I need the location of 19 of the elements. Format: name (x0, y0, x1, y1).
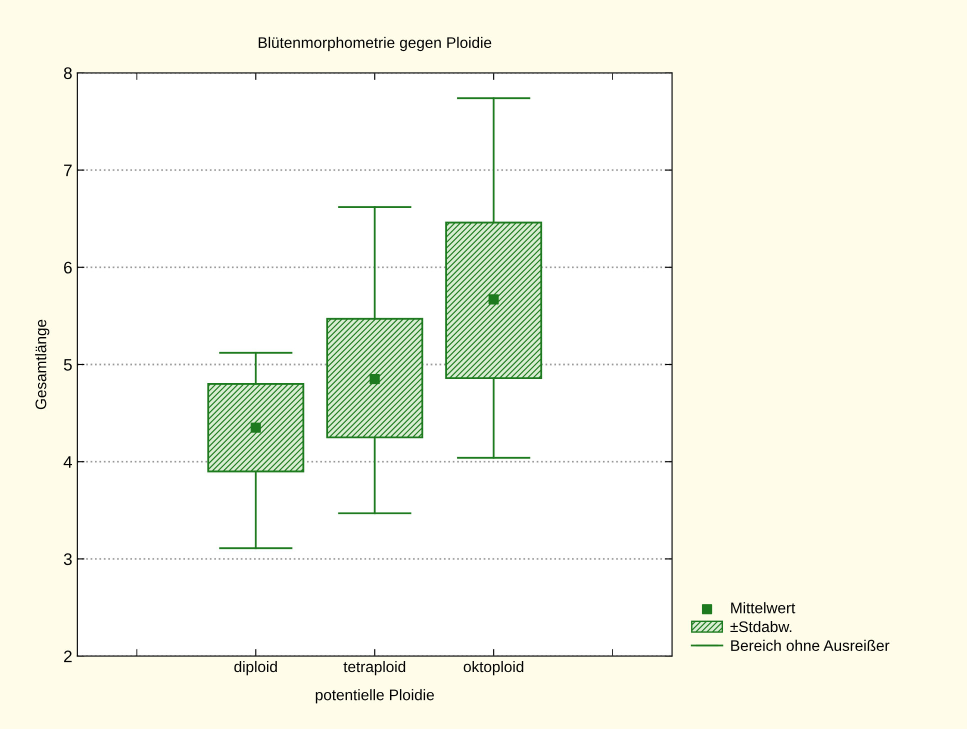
chart-title: Blütenmorphometrie gegen Ploidie (258, 36, 492, 52)
y-tick-label: 4 (64, 456, 72, 468)
legend-label: ±Stdabw. (730, 620, 792, 632)
legend-label: Mittelwert (731, 602, 796, 614)
text: Bereich ohne Ausreißer (731, 640, 890, 651)
y-tick-label: 5 (64, 359, 72, 371)
y-tick-label: 7 (64, 164, 72, 176)
point (488, 294, 499, 304)
point (370, 374, 380, 384)
y-tick-label: 2 (64, 650, 72, 662)
x-tick-label: oktoploid (464, 660, 524, 676)
x-tick-label: diploid (234, 660, 277, 676)
y-axis-title: Gesamtlänge (35, 320, 50, 410)
y-tick-label: 6 (64, 262, 72, 274)
x-tick-label: tetraploid (344, 660, 406, 676)
x-axis-title: potentielle Ploidie (316, 689, 434, 704)
y-tick-label: 8 (64, 67, 72, 80)
y-tick-label: 3 (64, 553, 72, 566)
point (250, 422, 261, 433)
